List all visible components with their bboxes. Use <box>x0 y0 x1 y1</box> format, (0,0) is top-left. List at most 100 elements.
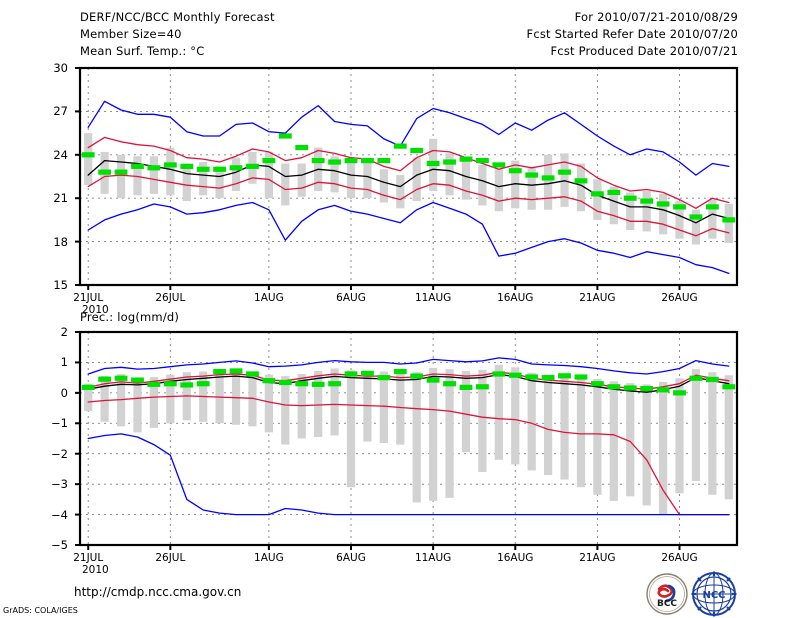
spread-bar <box>724 203 733 244</box>
climatology-dash <box>114 169 128 175</box>
spread-bar <box>429 367 438 501</box>
spread-bar <box>412 157 421 202</box>
spread-bar <box>314 370 323 437</box>
climatology-dash <box>590 191 604 197</box>
climatology-dash <box>476 157 489 164</box>
spread-bar <box>445 153 454 196</box>
y-axis-label: 18 <box>53 234 68 249</box>
spread-bar <box>724 375 733 500</box>
spread-bar <box>691 369 701 482</box>
series-line-minimum <box>87 433 730 516</box>
climatology-dash <box>492 371 506 377</box>
climatology-dash <box>213 166 227 172</box>
spread-bar <box>461 160 471 200</box>
spread-bar <box>363 162 372 199</box>
climatology-dash <box>328 159 341 165</box>
spread-bar <box>166 147 175 196</box>
spread-bar <box>626 383 635 497</box>
climatology-dash <box>541 375 555 381</box>
spread-bar <box>609 186 618 225</box>
climatology-dash <box>508 168 522 174</box>
y-axis-label: −4 <box>51 507 68 522</box>
climatology-dash <box>656 201 670 207</box>
series-line-lower-quartile <box>87 174 730 237</box>
climatology-dash <box>229 165 243 171</box>
climatology-dash <box>180 163 194 169</box>
x-axis-label: 16AUG <box>497 552 534 564</box>
spread-bar <box>84 133 93 186</box>
climatology-dash <box>163 162 177 168</box>
climatology-dash <box>656 387 670 393</box>
climatology-dash <box>377 375 391 381</box>
spread-bar <box>658 193 668 235</box>
spread-bar <box>116 154 126 199</box>
x-axis-year-label: 2010 <box>82 304 109 316</box>
ncc-logo: NCC <box>691 571 737 617</box>
member-size-label: Member Size=40 <box>80 27 182 41</box>
climatology-dash <box>328 381 341 387</box>
x-axis-label: 11AUG <box>414 552 452 564</box>
climatology-dash <box>377 157 391 164</box>
spread-bar <box>593 179 602 220</box>
spread-bar <box>642 190 651 232</box>
bcc-logo: BCC <box>646 573 688 615</box>
climatology-dash <box>426 377 440 383</box>
climatology-dash <box>525 374 539 380</box>
spread-bar <box>182 163 191 202</box>
spread-bar <box>281 376 290 445</box>
spread-bar <box>149 377 159 428</box>
climatology-dash <box>278 379 292 386</box>
spread-bar <box>363 371 372 442</box>
spread-bar <box>560 375 569 480</box>
climatology-dash <box>558 373 571 379</box>
x-axis-label: 26AUG <box>661 292 698 304</box>
forecast-start-label: Fcst Started Refer Date 2010/07/20 <box>526 27 738 41</box>
y-axis-label: −5 <box>51 538 68 552</box>
spread-bar <box>264 374 273 433</box>
climatology-dash <box>607 384 621 390</box>
x-axis-label: 21JUL <box>73 552 104 564</box>
climatology-dash <box>131 377 144 383</box>
precipitation-panel-label: Prec.: log(mm/d) <box>80 310 180 324</box>
climatology-dash <box>410 147 424 154</box>
cmdp-url-link[interactable]: http://cmdp.ncc.cma.gov.cn <box>74 585 242 599</box>
forecast-produced-label: Fcst Produced Date 2010/07/21 <box>550 44 738 58</box>
spread-bar <box>346 370 356 488</box>
spread-bar <box>330 156 339 193</box>
spread-bar <box>461 370 471 453</box>
spread-bar <box>642 384 651 506</box>
climatology-dash <box>705 376 719 383</box>
climatology-dash <box>689 214 703 220</box>
climatology-dash <box>213 368 227 375</box>
climatology-dash <box>640 198 654 204</box>
x-axis-label: 26JUL <box>155 292 186 304</box>
x-axis-label: 26JUL <box>155 552 186 564</box>
spread-bar <box>264 151 273 199</box>
spread-bar <box>593 378 602 495</box>
series-line-ensemble-mean <box>87 159 730 224</box>
x-axis-label: 6AUG <box>336 292 366 304</box>
climatology-dash <box>98 169 112 175</box>
climatology-dash <box>147 381 161 387</box>
spread-bar <box>511 160 520 209</box>
spread-bar <box>412 372 421 503</box>
y-axis-label: 1 <box>60 355 68 370</box>
spread-bar <box>708 372 717 495</box>
climatology-dash <box>147 165 161 171</box>
spread-bar <box>658 381 668 515</box>
spread-bar <box>494 364 503 460</box>
spread-bar <box>215 166 224 199</box>
climatology-dash <box>673 390 686 396</box>
spread-bar <box>149 156 159 194</box>
climatology-dash <box>163 381 177 387</box>
y-axis-label: 2 <box>60 325 68 339</box>
climatology-dash <box>590 381 604 387</box>
series-line-ensemble-mean <box>87 373 730 393</box>
climatology-dash <box>229 368 243 374</box>
climatology-dash <box>525 172 539 178</box>
climatology-dash <box>81 384 95 390</box>
y-axis-label: 21 <box>53 191 68 206</box>
forecast-range-label: For 2010/07/21-2010/08/29 <box>574 10 738 24</box>
climatology-dash <box>98 376 112 382</box>
spread-bar <box>708 199 717 239</box>
